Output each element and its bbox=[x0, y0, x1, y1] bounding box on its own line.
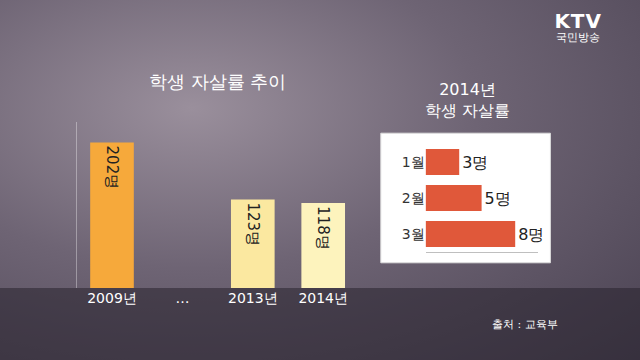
svg-text:학생 자살률 추이: 학생 자살률 추이 bbox=[149, 71, 286, 92]
svg-text:2014년학생 자살률: 2014년학생 자살률 bbox=[425, 80, 510, 120]
svg-text:2월: 2월 bbox=[402, 190, 425, 206]
svg-text:3월: 3월 bbox=[402, 226, 425, 242]
svg-text:5명: 5명 bbox=[485, 189, 511, 208]
svg-text:…: … bbox=[175, 290, 189, 306]
svg-text:2014년: 2014년 bbox=[298, 290, 348, 306]
svg-text:118명: 118명 bbox=[314, 206, 332, 250]
svg-text:123명: 123명 bbox=[244, 202, 262, 246]
svg-text:202명: 202명 bbox=[103, 146, 121, 190]
svg-text:출처 : 교육부: 출처 : 교육부 bbox=[492, 318, 558, 331]
html-text:국민방송: 국민방송 bbox=[556, 31, 601, 44]
svg-text:2009년: 2009년 bbox=[87, 290, 137, 306]
svg-text:3명: 3명 bbox=[462, 153, 488, 172]
svg-text:8명: 8명 bbox=[518, 225, 544, 244]
svg-text:1월: 1월 bbox=[402, 154, 425, 170]
html-text:KTV: KTV bbox=[554, 9, 602, 33]
svg-text:2013년: 2013년 bbox=[228, 290, 278, 306]
